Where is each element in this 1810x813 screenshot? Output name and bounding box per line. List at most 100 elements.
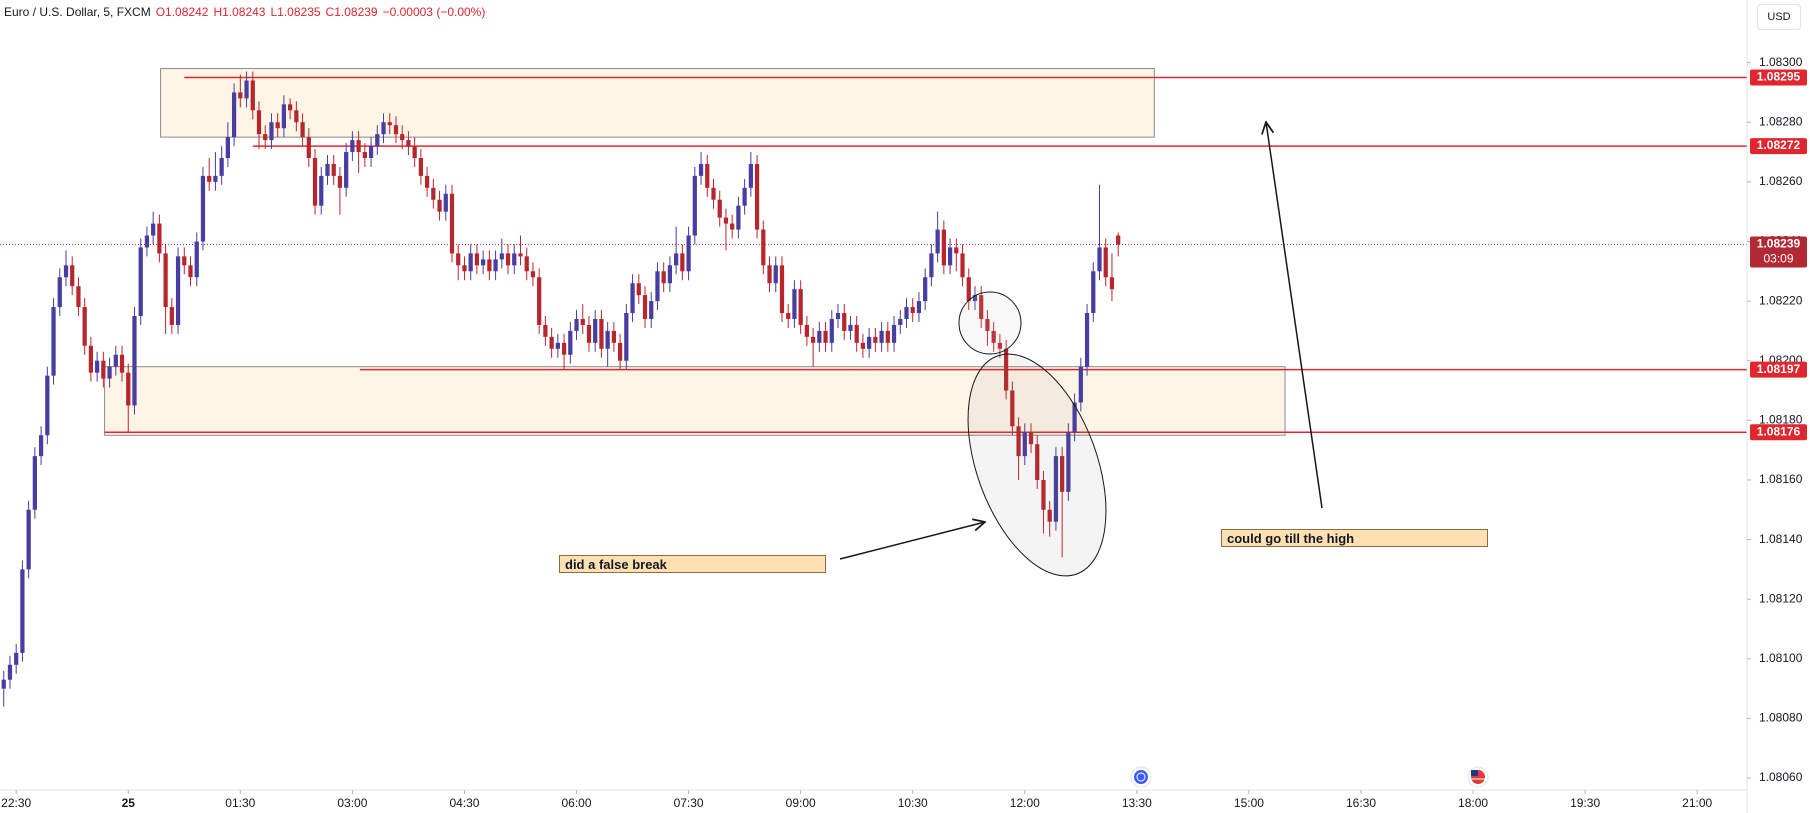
currency-button[interactable]: USD (1757, 4, 1801, 30)
candle-body (711, 187, 716, 200)
candle-body (350, 140, 355, 153)
candle-body (804, 324, 809, 337)
ohlc-value: C1.08239 (325, 5, 378, 19)
candle-body (406, 140, 411, 147)
candle-layer (1, 71, 1121, 707)
y-tick-label: 1.08180 (1759, 413, 1803, 427)
candle-body (200, 175, 206, 242)
candle-body (617, 342, 623, 361)
event-icon (1467, 766, 1489, 788)
candle-body (630, 283, 635, 314)
countdown-label: 03:09 (1763, 252, 1793, 266)
x-tick-label: 15:00 (1234, 796, 1264, 810)
candle-body (867, 336, 872, 349)
candle-body (505, 253, 511, 266)
candle-body (101, 360, 106, 379)
candle-body (1010, 390, 1015, 427)
candle-body (300, 122, 305, 138)
x-tick-label: 18:00 (1458, 796, 1488, 810)
candle-body (119, 354, 125, 373)
candle-body (387, 122, 392, 126)
symbol-title: Euro / U.S. Dollar, 5, FXCM (4, 5, 151, 19)
candle-body (1091, 271, 1096, 314)
candle-body (151, 223, 156, 236)
candle-body (916, 301, 922, 314)
x-tick-label: 07:30 (674, 796, 704, 810)
candle-body (723, 217, 729, 224)
candle-body (337, 175, 343, 188)
candle-body (344, 152, 349, 188)
candle-body (219, 158, 224, 176)
y-tick-label: 1.08260 (1759, 174, 1803, 188)
candle-body (848, 324, 853, 331)
candle-body (1060, 456, 1065, 492)
candle-body (935, 229, 940, 254)
candle-body (381, 122, 386, 135)
ohlc-value: L1.08235 (270, 5, 321, 19)
candle-body (972, 295, 978, 302)
candle-body (449, 193, 455, 254)
candle-body (991, 330, 996, 343)
level-label: 1.08197 (1757, 362, 1801, 376)
candle-body (779, 265, 785, 314)
candle-body (443, 193, 448, 212)
candle-body (655, 271, 660, 302)
candle-body (642, 295, 648, 319)
candle-body (194, 241, 199, 278)
candle-body (1103, 247, 1108, 278)
candle-body (437, 199, 442, 212)
candle-body (692, 175, 697, 236)
candle-body (375, 134, 380, 147)
candle-body (754, 163, 760, 230)
candle-body (188, 265, 193, 278)
highlight-ellipse (967, 353, 1107, 577)
candle-body (63, 265, 69, 278)
candle-body (1084, 313, 1090, 367)
candle-body (842, 313, 847, 331)
candle-body (873, 336, 878, 343)
candle-body (593, 318, 598, 343)
candle-body (761, 229, 766, 266)
candle-body (57, 277, 62, 308)
candle-body (1109, 277, 1115, 290)
candle-body (561, 342, 567, 355)
candle-body (20, 569, 25, 653)
candle-body (624, 313, 629, 361)
candle-body (144, 235, 150, 248)
y-tick-label: 1.08140 (1759, 532, 1803, 546)
candle-body (474, 253, 480, 266)
candle-body (885, 330, 890, 343)
candle-body (786, 313, 791, 319)
candle-body (45, 375, 50, 436)
candle-body (773, 265, 778, 284)
level-label: 1.08295 (1757, 70, 1801, 84)
candle-body (1028, 432, 1034, 445)
y-tick-label: 1.08300 (1759, 55, 1803, 69)
candle-body (157, 223, 162, 254)
candle-body (275, 122, 280, 129)
candle-body (1072, 402, 1077, 433)
x-tick-label: 09:00 (786, 796, 816, 810)
x-tick-label: 04:30 (449, 796, 479, 810)
candle-body (997, 342, 1003, 349)
y-tick-label: 1.08060 (1759, 770, 1803, 784)
candle-body (941, 229, 946, 266)
candle-body (898, 318, 903, 325)
candle-body (424, 175, 430, 188)
event-icon (1130, 766, 1152, 788)
x-tick-label: 12:00 (1010, 796, 1040, 810)
candle-body (817, 330, 822, 343)
x-tick-label: 13:30 (1122, 796, 1152, 810)
candle-body (586, 324, 592, 343)
candle-body (76, 286, 81, 308)
candle-body (767, 265, 772, 284)
candle-body (929, 253, 934, 278)
candle-body (611, 330, 616, 343)
candle-body (88, 345, 94, 373)
candle-body (14, 652, 19, 665)
candle-body (742, 187, 747, 206)
candle-body (1053, 456, 1059, 522)
candle-body (810, 336, 816, 343)
candle-body (231, 92, 237, 138)
